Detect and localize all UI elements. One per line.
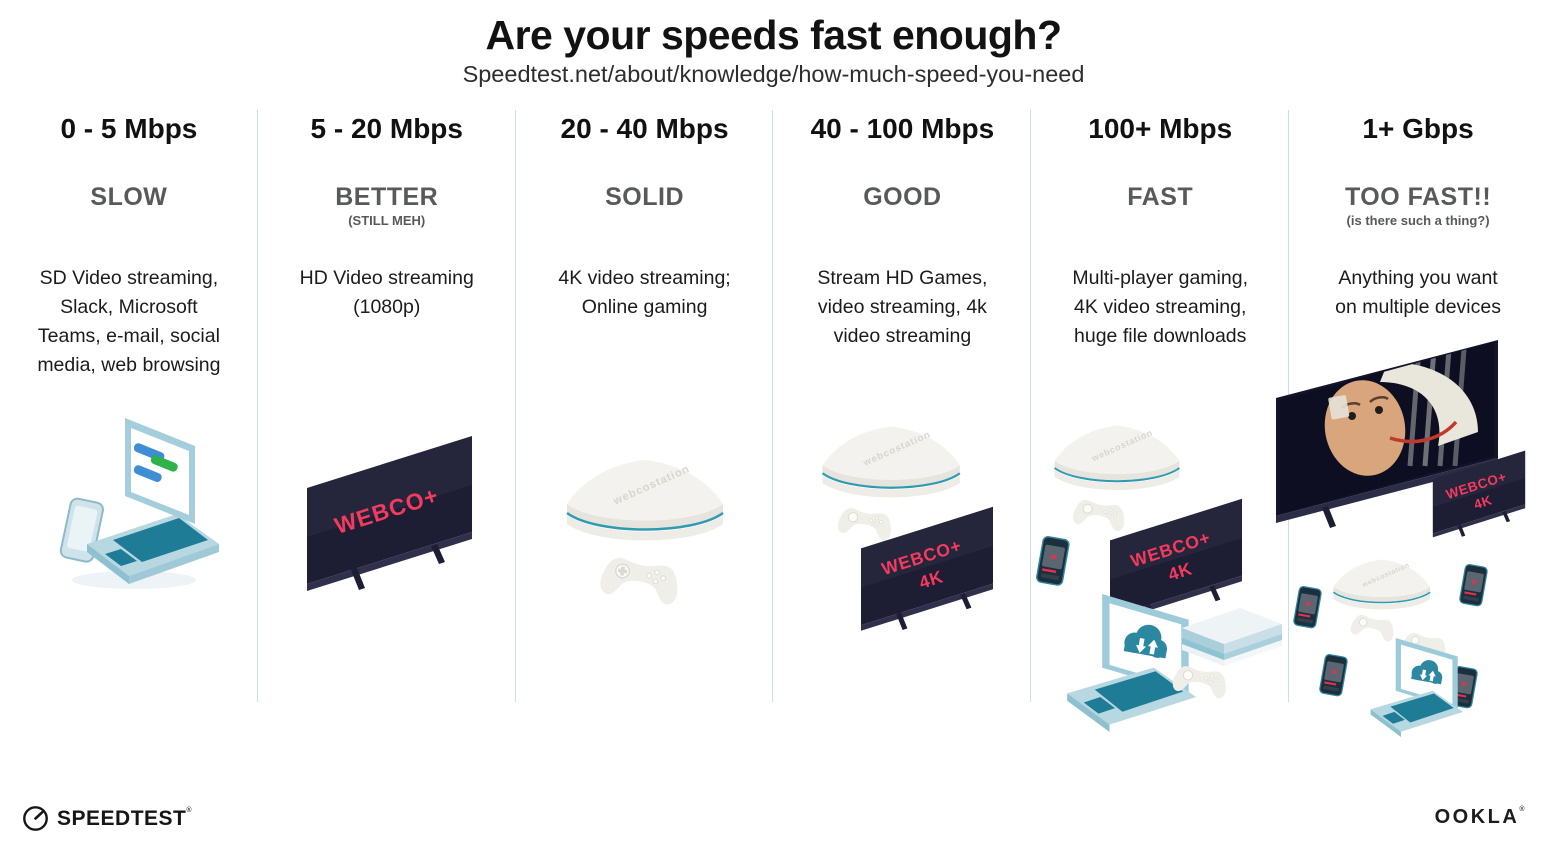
speedtest-gauge-icon xyxy=(23,806,48,831)
rating-subtext: (STILL MEH) xyxy=(348,213,426,229)
rating-block: GOOD xyxy=(773,182,1031,264)
controller-icon xyxy=(1073,500,1125,532)
use-case-description: HD Video streaming (1080p) xyxy=(299,266,474,318)
laptop-cloud-download-icon xyxy=(1067,594,1197,733)
speed-range-label: 1+ Gbps xyxy=(1362,113,1474,145)
tv-illustration: WEBCO+ xyxy=(306,436,472,592)
tv-icon: WEBCO+ xyxy=(306,436,472,592)
phone-video-icon xyxy=(1319,654,1348,697)
speedtest-wordmark: SPEEDTEST® xyxy=(57,806,193,830)
speed-column-5-20: 5 - 20 Mbps BETTER (STILL MEH) HD Video … xyxy=(258,104,516,754)
rating-block: BETTER (STILL MEH) xyxy=(258,182,516,264)
rating-label: SLOW xyxy=(90,182,168,211)
rating-block: SLOW xyxy=(0,182,258,264)
everything-illustration: WEBCO+ 4K webcostation xyxy=(1276,340,1526,738)
speed-columns: 0 - 5 Mbps SLOW SD Video streaming, Slac… xyxy=(0,104,1547,754)
illustration: webcostation WEBCO+ xyxy=(1030,416,1290,756)
speed-column-100plus: 100+ Mbps FAST Multi-player gaming, 4K v… xyxy=(1031,104,1289,754)
registered-mark: ® xyxy=(1519,806,1527,813)
use-case-description: SD Video streaming, Slack, Microsoft Tea… xyxy=(37,266,221,377)
speed-range-label: 40 - 100 Mbps xyxy=(810,113,995,145)
chat-bubbles-icon xyxy=(133,443,178,483)
rating-subtext xyxy=(1031,213,1289,228)
game-console-illustration: webcostation xyxy=(565,460,724,605)
rating-subtext: (is there such a thing?) xyxy=(1346,213,1490,229)
illustration: WEBCO+ xyxy=(277,410,497,615)
game-console-icon: webcostation xyxy=(822,426,961,498)
speed-column-0-5: 0 - 5 Mbps SLOW SD Video streaming, Slac… xyxy=(0,104,258,754)
controller-icon xyxy=(838,508,892,541)
rating-label: BETTER xyxy=(335,182,439,211)
registered-mark: ® xyxy=(186,806,193,814)
controller-icon xyxy=(1173,666,1227,699)
speed-range-label: 100+ Mbps xyxy=(1088,113,1233,145)
controller-icon xyxy=(1350,614,1394,642)
use-case-description: Anything you want on multiple devices xyxy=(1335,266,1501,318)
rating-subtext xyxy=(516,213,774,228)
ookla-wordmark: OOKLA xyxy=(1434,806,1520,828)
speed-column-1gbps: 1+ Gbps TOO FAST!! (is there such a thin… xyxy=(1276,104,1547,754)
header: Are your speeds fast enough? Speedtest.n… xyxy=(0,0,1547,88)
use-case-description: Stream HD Games, video streaming, 4k vid… xyxy=(817,266,988,348)
speed-range-label: 0 - 5 Mbps xyxy=(60,113,198,145)
phone-video-icon xyxy=(1459,564,1488,607)
rating-label: FAST xyxy=(1127,182,1194,211)
illustration: webcostation WEBCO+ xyxy=(787,416,1017,671)
tv-icon: WEBCO+ 4K xyxy=(861,506,994,631)
rating-block: FAST xyxy=(1031,182,1289,264)
rating-subtext xyxy=(773,213,1031,228)
laptop-chat-illustration xyxy=(59,418,219,590)
controller-icon xyxy=(599,558,677,605)
use-case-description: 4K video streaming; Online gaming xyxy=(558,266,731,318)
rating-subtext xyxy=(0,213,258,228)
laptop-cloud-download-icon xyxy=(1370,638,1464,738)
illustration xyxy=(9,402,249,607)
ookla-logo: OOKLA® xyxy=(1435,806,1527,829)
tv-4k-text: 4K xyxy=(1472,492,1494,512)
console-tv-illustration: webcostation WEBCO+ xyxy=(822,426,994,631)
game-console-icon: webcostation xyxy=(1054,425,1181,491)
speed-range-label: 20 - 40 Mbps xyxy=(560,113,729,145)
laptop-icon xyxy=(86,418,219,585)
illustration: webcostation xyxy=(535,416,755,621)
speedtest-logo: SPEEDTEST® xyxy=(22,805,192,832)
cloud-arrows-icon xyxy=(1123,624,1168,659)
phone-video-icon xyxy=(1293,586,1322,629)
game-console-icon: webcostation xyxy=(1333,559,1431,610)
rating-label: SOLID xyxy=(605,182,685,211)
phone-video-icon xyxy=(1036,536,1070,586)
cloud-arrows-icon xyxy=(1411,660,1443,685)
source-url: Speedtest.net/about/knowledge/how-much-s… xyxy=(462,61,1085,88)
tv-icon: WEBCO+ 4K xyxy=(1110,498,1243,623)
illustration: WEBCO+ 4K webcostation xyxy=(1268,336,1547,751)
multi-device-illustration: webcostation WEBCO+ xyxy=(1036,425,1283,733)
rating-label: TOO FAST!! xyxy=(1344,182,1492,211)
slim-console-icon xyxy=(1182,608,1283,667)
game-console-icon: webcostation xyxy=(565,460,724,541)
speed-column-20-40: 20 - 40 Mbps SOLID 4K video streaming; O… xyxy=(516,104,774,754)
speed-column-40-100: 40 - 100 Mbps GOOD Stream HD Games, vide… xyxy=(773,104,1032,754)
rating-block: TOO FAST!! (is there such a thing?) xyxy=(1289,182,1547,264)
rating-label: GOOD xyxy=(863,182,942,211)
use-case-description: Multi-player gaming, 4K video streaming,… xyxy=(1072,266,1248,348)
rating-block: SOLID xyxy=(516,182,774,264)
page-title: Are your speeds fast enough? xyxy=(485,12,1062,58)
speed-range-label: 5 - 20 Mbps xyxy=(310,113,463,145)
tv-icon: WEBCO+ 4K xyxy=(1432,450,1526,538)
